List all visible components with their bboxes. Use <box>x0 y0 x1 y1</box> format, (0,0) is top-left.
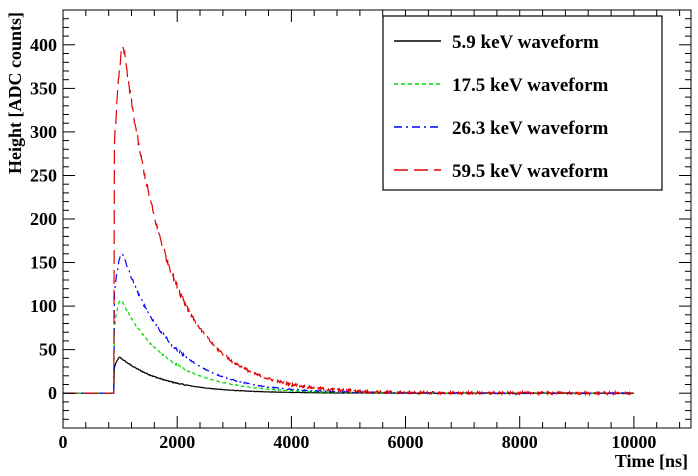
traces-layer <box>63 46 635 397</box>
y-tick-label: 350 <box>30 78 57 98</box>
x-tick-label: 8000 <box>502 432 538 452</box>
x-tick-label: 2000 <box>159 432 195 452</box>
legend-label: 17.5 keV waveform <box>452 75 609 96</box>
legend-box <box>382 15 663 191</box>
y-tick-label: 200 <box>30 209 57 229</box>
legend-label: 26.3 keV waveform <box>452 118 609 139</box>
y-axis: 0 50 100 150 200 250 300 350 400 <box>30 9 691 429</box>
y-tick-label: 100 <box>30 296 57 316</box>
y-axis-title: Height [ADC counts] <box>5 12 25 174</box>
y-tick-label: 50 <box>39 340 57 360</box>
x-tick-label: 4000 <box>273 432 309 452</box>
legend-label: 59.5 keV waveform <box>452 161 609 182</box>
x-tick-label: 6000 <box>388 432 424 452</box>
y-tick-label: 400 <box>30 35 57 55</box>
y-tick-label: 250 <box>30 166 57 186</box>
y-tick-label: 150 <box>30 253 57 273</box>
legend: 5.9 keV waveform 17.5 keV waveform 26.3 ke… <box>382 15 663 191</box>
x-tick-label: 0 <box>59 432 68 452</box>
y-tick-label: 300 <box>30 122 57 142</box>
x-axis-title: Time [ns] <box>615 451 688 471</box>
x-tick-label: 10000 <box>611 432 656 452</box>
legend-label: 5.9 keV waveform <box>452 32 599 53</box>
y-tick-label: 0 <box>48 383 57 403</box>
series-line <box>63 46 635 397</box>
x-axis: 0 2000 4000 6000 8000 10000 <box>59 10 681 452</box>
